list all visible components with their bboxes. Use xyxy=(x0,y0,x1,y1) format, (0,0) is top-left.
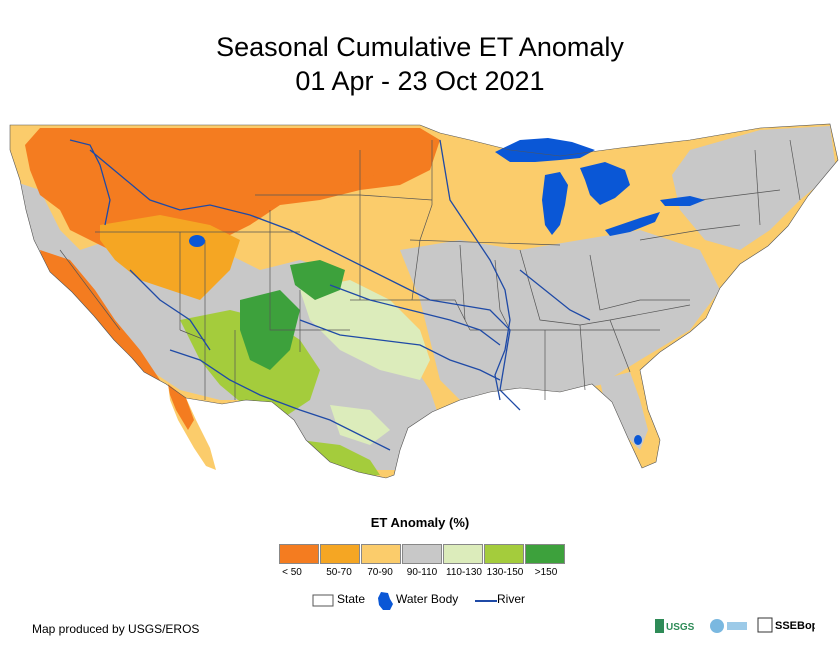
legend-swatch-70-90 xyxy=(361,544,401,564)
map-credit: Map produced by USGS/EROS xyxy=(32,622,200,636)
anomaly-region-dark-green-colorado xyxy=(290,260,345,300)
legend-label-130-150: 130-150 xyxy=(486,567,524,578)
legend-label-lt50: < 50 xyxy=(282,567,302,578)
legend-label-110-130: 110-130 xyxy=(446,567,482,578)
map-date-range: 01 Apr - 23 Oct 2021 xyxy=(295,66,545,96)
great-salt-lake xyxy=(189,235,205,247)
lake-ontario xyxy=(660,196,705,206)
legend-key-water-body: Water Body xyxy=(396,592,459,606)
anomaly-region-gray-northeast xyxy=(672,126,836,250)
lake-erie xyxy=(605,212,660,236)
rivers xyxy=(69,139,591,451)
agency-logos: USGS SSEBop xyxy=(655,617,815,633)
legend-title: ET Anomaly (%) xyxy=(370,515,470,530)
legend-key-state: State xyxy=(337,592,366,606)
legend-label-70-90: 70-90 xyxy=(367,567,393,578)
svg-text:USGS: USGS xyxy=(666,622,695,633)
anomaly-region-light-green-south xyxy=(300,280,430,380)
us-outline xyxy=(9,123,839,479)
svg-text:SSEBop: SSEBop xyxy=(775,620,815,632)
legend-label-gt150: >150 xyxy=(534,567,558,578)
legend-swatch-gt150 xyxy=(525,544,565,564)
water-bodies xyxy=(189,138,705,445)
legend-swatch-110-130 xyxy=(443,544,483,564)
legend-swatch-130-150 xyxy=(484,544,524,564)
lake-huron xyxy=(580,162,630,205)
legend-swatch-50-70 xyxy=(320,544,360,564)
legend-swatch-lt50 xyxy=(279,544,319,564)
legend-key-river: River xyxy=(497,592,526,606)
legend-swatch-90-110 xyxy=(402,544,442,564)
map-title: Seasonal Cumulative ET Anomaly xyxy=(216,32,624,62)
anomaly-region-dark-orange-northeast xyxy=(115,130,380,210)
legend-label-90-110: 90-110 xyxy=(406,567,438,578)
state-key-icon xyxy=(312,594,334,607)
legend-label-50-70: 50-70 xyxy=(326,567,352,578)
et-anomaly-map xyxy=(9,123,839,479)
baja-orange xyxy=(168,384,194,430)
anomaly-region-light-green-texas xyxy=(330,405,390,445)
anomaly-region-gray-florida xyxy=(600,372,648,450)
state-borders xyxy=(59,139,801,400)
anomaly-region-gray-east xyxy=(400,230,720,400)
lake-michigan xyxy=(542,172,568,235)
lake-okeechobee xyxy=(634,435,642,445)
lake-superior xyxy=(495,138,595,162)
river-key-icon xyxy=(475,600,497,602)
water-body-key-icon xyxy=(378,592,393,610)
